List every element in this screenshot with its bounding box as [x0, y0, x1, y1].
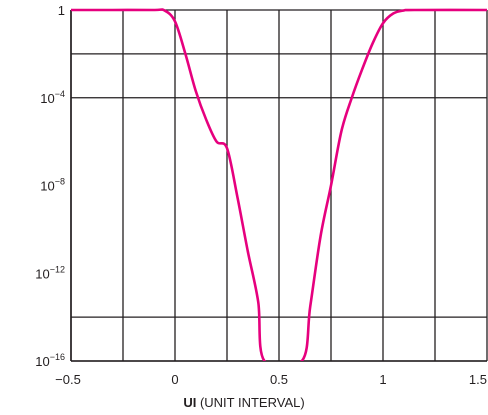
y-tick-label: 1 [58, 3, 65, 18]
y-tick-label: 10−12 [35, 264, 65, 281]
x-tick-label: 1 [379, 372, 386, 387]
y-tick-label: 10−16 [35, 352, 65, 369]
x-tick-label: 0.5 [270, 372, 288, 387]
x-axis-label-rest: (UNIT INTERVAL) [199, 395, 305, 410]
series-line [71, 8, 487, 361]
y-tick-label: 10−8 [40, 177, 65, 194]
x-axis-label-bold: UI [183, 395, 197, 410]
y-tick-label: 10−4 [40, 89, 65, 106]
x-tick-label: −0.5 [55, 372, 81, 387]
x-axis-label: UI (UNIT INTERVAL) [0, 395, 488, 411]
x-tick-label: 0 [171, 372, 178, 387]
x-tick-label: 1.5 [469, 372, 487, 387]
